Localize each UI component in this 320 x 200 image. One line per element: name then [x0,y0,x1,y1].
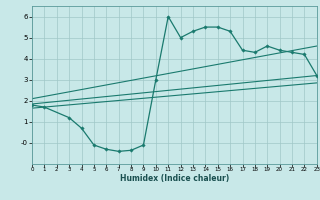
X-axis label: Humidex (Indice chaleur): Humidex (Indice chaleur) [120,174,229,183]
